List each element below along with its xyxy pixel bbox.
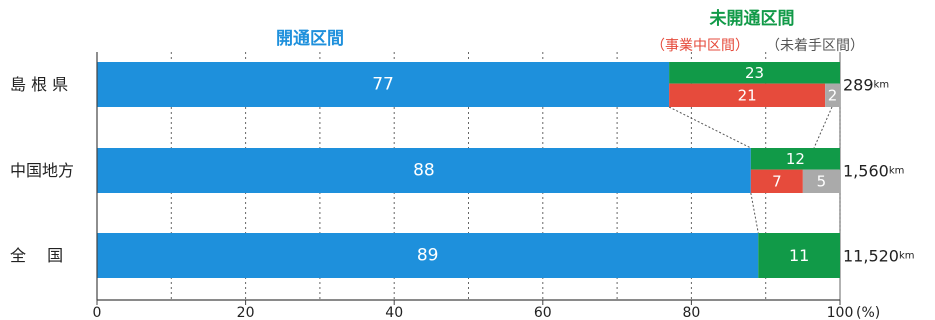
bar-unopened-label: 11	[789, 246, 809, 265]
x-tick-label: 40	[385, 305, 403, 320]
leader-line	[668, 106, 752, 149]
bar-open-label: 77	[372, 75, 394, 95]
bar-row: 全 国 89 11 11,520km	[10, 233, 915, 278]
leader-line	[750, 192, 759, 234]
total-length: 11,520km	[843, 246, 915, 265]
leader-lines	[668, 106, 841, 234]
legend: 開通区間 未開通区間 （事業中区間） （未着手区間）	[276, 8, 864, 54]
x-tick-label: 80	[682, 305, 700, 320]
bar-open	[97, 62, 670, 107]
bar-open	[97, 233, 759, 278]
bar-not-started-label: 5	[817, 172, 827, 190]
bar-unopened	[758, 233, 840, 278]
bar-not-started-label: 2	[828, 86, 838, 104]
bar-not-started	[802, 169, 840, 193]
x-tick-label: 60	[534, 305, 552, 320]
category-label: 中国地方	[10, 161, 74, 180]
legend-not-started: （未着手区間）	[766, 38, 864, 54]
bar-row: 中国地方 88 127 5 1,560km	[10, 148, 904, 193]
x-tick-label: 100	[827, 305, 854, 320]
bar-under-construction	[750, 169, 803, 193]
bar-open-label: 89	[417, 246, 439, 266]
bar-unopened	[669, 62, 840, 84]
x-axis: 0 20 40 60 80 100 (%)	[93, 52, 880, 320]
legend-under-construction: （事業中区間）	[651, 38, 749, 54]
legend-open-section: 開通区間	[276, 29, 344, 49]
bar-under-construction	[669, 83, 826, 107]
bar-unopened-label: 23	[745, 64, 764, 82]
bar-under-construction-label: 7	[772, 172, 782, 190]
legend-unopened-section: 未開通区間	[709, 8, 795, 29]
bar-open	[97, 148, 751, 193]
x-unit-label: (%)	[856, 305, 880, 320]
bar-rows: 島 根 県 77 23 21 2 289km 中国地方 88 127 5 1,560km 全 国 89 1…	[10, 62, 915, 278]
bar-unopened-label: 12	[786, 150, 805, 168]
category-label: 島 根 県	[10, 75, 68, 94]
total-length: 289km	[843, 75, 889, 94]
category-label: 全 国	[10, 246, 63, 265]
leader-line	[813, 106, 833, 149]
bar-under-construction-label: 21	[738, 86, 757, 104]
bar-unopened	[750, 148, 840, 170]
x-tick-label: 20	[237, 305, 255, 320]
x-tick-label: 0	[93, 305, 102, 320]
bar-open-label: 88	[413, 161, 435, 181]
bar-not-started	[825, 83, 840, 107]
total-length: 1,560km	[843, 161, 904, 180]
bar-row: 島 根 県 77 23 21 2 289km	[10, 62, 889, 107]
